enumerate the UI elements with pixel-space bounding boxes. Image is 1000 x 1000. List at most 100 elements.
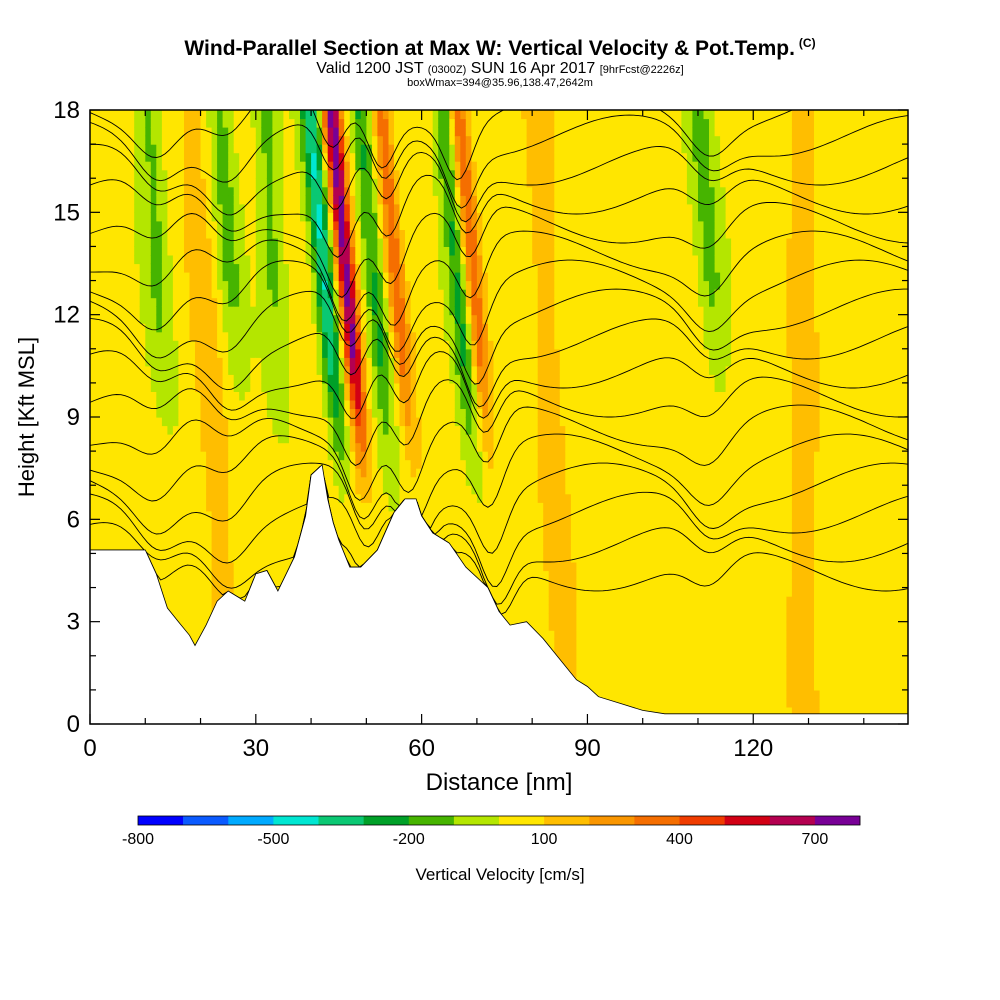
velocity-cell: [349, 425, 356, 435]
velocity-cell: [371, 357, 378, 367]
velocity-cell: [233, 169, 240, 179]
velocity-cell: [222, 255, 229, 265]
velocity-cell: [333, 451, 340, 461]
velocity-cell: [421, 118, 428, 128]
velocity-cell: [277, 399, 284, 409]
velocity-cell: [465, 212, 472, 222]
velocity-cell: [416, 485, 423, 495]
velocity-cell: [101, 220, 108, 230]
velocity-cell: [454, 195, 461, 205]
velocity-cell: [117, 485, 124, 495]
velocity-cell: [117, 408, 124, 418]
velocity-cell: [360, 314, 367, 324]
velocity-cell: [394, 297, 401, 307]
velocity-cell: [244, 399, 251, 409]
velocity-cell: [156, 195, 163, 205]
velocity-cell: [184, 399, 191, 409]
velocity-cell: [355, 289, 362, 299]
velocity-cell: [355, 118, 362, 128]
velocity-cell: [139, 127, 146, 137]
velocity-cell: [233, 527, 240, 537]
velocity-cell: [217, 127, 224, 137]
velocity-cell: [432, 451, 439, 461]
velocity-cell: [443, 118, 450, 128]
velocity-cell: [195, 630, 202, 640]
velocity-cell: [305, 161, 312, 171]
velocity-cell: [250, 169, 257, 179]
velocity-cell: [145, 442, 152, 452]
velocity-cell: [184, 280, 191, 290]
velocity-cell: [233, 110, 240, 120]
velocity-cell: [222, 485, 229, 495]
velocity-cell: [349, 468, 356, 478]
velocity-cell: [371, 340, 378, 350]
velocity-cell: [460, 237, 467, 247]
velocity-cell: [101, 374, 108, 384]
velocity-cell: [90, 510, 97, 520]
velocity-cell: [206, 570, 213, 580]
velocity-cell: [360, 297, 367, 307]
velocity-cell: [316, 195, 323, 205]
velocity-cell: [344, 493, 351, 503]
velocity-cell: [349, 399, 356, 409]
velocity-cell: [454, 280, 461, 290]
velocity-cell: [128, 169, 135, 179]
velocity-cell: [244, 468, 251, 478]
velocity-cell: [294, 186, 301, 196]
velocity-cell: [377, 476, 384, 486]
velocity-cell: [156, 536, 163, 546]
velocity-cell: [211, 110, 218, 120]
velocity-cell: [443, 237, 450, 247]
velocity-cell: [228, 434, 235, 444]
velocity-cell: [322, 203, 329, 213]
velocity-cell: [443, 519, 450, 529]
velocity-cell: [399, 169, 406, 179]
velocity-cell: [272, 451, 279, 461]
velocity-cell: [184, 570, 191, 580]
velocity-cell: [101, 237, 108, 247]
velocity-cell: [123, 434, 130, 444]
velocity-cell: [449, 408, 456, 418]
velocity-cell: [244, 485, 251, 495]
velocity-cell: [316, 152, 323, 162]
velocity-cell: [244, 255, 251, 265]
velocity-cell: [416, 451, 423, 461]
velocity-cell: [338, 374, 345, 384]
velocity-cell: [200, 178, 207, 188]
velocity-cell: [283, 442, 290, 452]
velocity-cell: [294, 169, 301, 179]
velocity-cell: [161, 255, 168, 265]
velocity-cell: [200, 152, 207, 162]
velocity-cell: [311, 212, 318, 222]
velocity-cell: [112, 289, 119, 299]
velocity-cell: [206, 527, 213, 537]
velocity-cell: [128, 425, 135, 435]
velocity-cell: [316, 246, 323, 256]
velocity-cell: [167, 570, 174, 580]
copyright-mark: (C): [798, 36, 816, 50]
velocity-cell: [454, 476, 461, 486]
velocity-cell: [344, 237, 351, 247]
velocity-cell: [184, 357, 191, 367]
velocity-cell: [438, 502, 445, 512]
velocity-cell: [239, 161, 246, 171]
velocity-cell: [161, 374, 168, 384]
velocity-cell: [172, 144, 179, 154]
velocity-cell: [344, 425, 351, 435]
velocity-cell: [355, 408, 362, 418]
velocity-cell: [427, 382, 434, 392]
velocity-cell: [338, 391, 345, 401]
velocity-cell: [421, 493, 428, 503]
velocity-cell: [371, 502, 378, 512]
velocity-cell: [255, 562, 262, 572]
velocity-cell: [239, 459, 246, 469]
velocity-cell: [134, 314, 141, 324]
velocity-cell: [134, 220, 141, 230]
velocity-cell: [112, 348, 119, 358]
velocity-cell: [460, 459, 467, 469]
velocity-cell: [349, 203, 356, 213]
velocity-cell: [316, 220, 323, 230]
velocity-cell: [349, 280, 356, 290]
velocity-cell: [460, 161, 467, 171]
velocity-cell: [300, 357, 307, 367]
